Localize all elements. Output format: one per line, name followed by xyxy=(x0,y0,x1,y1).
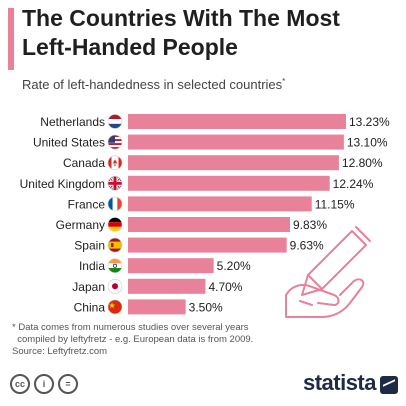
no-derivatives-icon[interactable]: = xyxy=(58,374,78,394)
bar xyxy=(128,175,330,191)
bar xyxy=(128,134,344,150)
spain-flag-icon xyxy=(107,237,123,253)
source-line: Source: Leftyfretz.com xyxy=(12,346,108,357)
value-label: 13.23% xyxy=(349,115,390,129)
netherlands-flag-icon xyxy=(107,114,123,129)
statista-logo-icon xyxy=(380,376,398,394)
value-label: 12.24% xyxy=(333,177,374,191)
writing-hand-icon xyxy=(285,226,371,318)
category-label: Netherlands xyxy=(40,115,105,129)
bar-chart: Netherlands 13.23% United States 13.10% Cana… xyxy=(20,114,390,315)
category-label: India xyxy=(79,259,105,273)
title-accent-bar xyxy=(8,8,14,70)
value-label: 13.10% xyxy=(347,136,388,150)
value-label: 9.63% xyxy=(290,239,324,253)
bar xyxy=(128,155,339,171)
germany-flag-icon xyxy=(107,217,123,232)
creative-commons-icon[interactable]: cc xyxy=(10,374,30,394)
category-label: France xyxy=(68,197,106,211)
category-label: Japan xyxy=(72,280,105,294)
subtitle-footnote-mark: * xyxy=(282,77,286,86)
united-states-flag-icon xyxy=(107,134,123,150)
value-label: 4.70% xyxy=(208,280,242,294)
china-flag-icon xyxy=(107,299,123,315)
category-label: Canada xyxy=(63,156,105,170)
footnote: * Data comes from numerous studies over … xyxy=(12,322,312,358)
value-label: 12.80% xyxy=(342,156,383,170)
bar xyxy=(128,258,214,274)
bar xyxy=(128,237,287,253)
japan-flag-icon xyxy=(107,279,123,294)
value-label: 3.50% xyxy=(189,300,223,314)
footnote-line-1: * Data comes from numerous studies over … xyxy=(12,322,249,333)
category-label: China xyxy=(74,300,106,314)
bar xyxy=(128,196,312,212)
page-title: The Countries With The Most Left-Handed … xyxy=(22,4,402,62)
license-icons: cc i = xyxy=(10,374,78,394)
footer: cc i = statista xyxy=(0,368,406,406)
bar xyxy=(128,217,290,232)
france-flag-icon xyxy=(107,196,123,212)
bar xyxy=(128,278,206,294)
india-flag-icon xyxy=(107,258,123,273)
category-label: Germany xyxy=(56,218,105,232)
chart-subtitle: Rate of left-handedness in selected coun… xyxy=(22,77,285,92)
united-kingdom-flag-icon xyxy=(107,176,123,191)
category-label: Spain xyxy=(74,239,105,253)
title-line-2: Left-Handed People xyxy=(22,34,238,60)
statista-logo[interactable]: statista xyxy=(302,370,377,395)
category-label: United Kingdom xyxy=(20,177,105,191)
bar xyxy=(128,114,346,129)
value-label: 5.20% xyxy=(217,259,251,273)
value-label: 9.83% xyxy=(293,218,327,232)
canada-flag-icon xyxy=(107,155,123,171)
title-line-1: The Countries With The Most xyxy=(22,5,340,31)
footnote-line-2: compiled by leftyfretz - e.g. European d… xyxy=(12,334,254,345)
subtitle-text: Rate of left-handedness in selected coun… xyxy=(22,77,283,92)
value-label: 11.15% xyxy=(315,197,355,211)
category-label: United States xyxy=(33,136,105,150)
bar xyxy=(128,299,186,315)
attribution-icon[interactable]: i xyxy=(34,374,54,394)
